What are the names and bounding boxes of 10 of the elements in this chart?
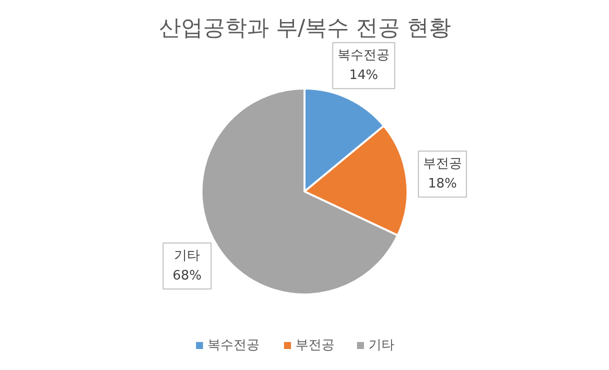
chart-title: 산업공학과 부/복수 전공 현황 <box>158 16 452 41</box>
slice-label: 부전공 <box>422 156 462 172</box>
slice-label: 기타 <box>174 248 200 264</box>
data-label: 18% <box>428 176 457 192</box>
data-label: 68% <box>172 268 202 284</box>
data-label: 14% <box>349 68 378 84</box>
legend-label: 복수전공 <box>208 338 260 353</box>
slice-label: 복수전공 <box>338 48 390 64</box>
legend-label: 기타 <box>368 338 394 353</box>
legend-label: 부전공 <box>296 338 334 353</box>
